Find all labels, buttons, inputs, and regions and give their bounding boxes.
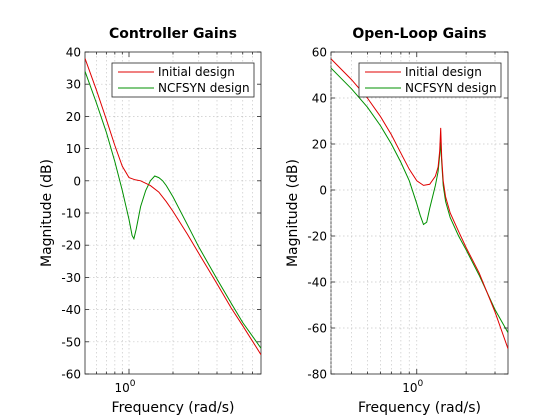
controller-gains-grid [85, 52, 261, 374]
open-loop-gains-ytick-label: -20 [307, 230, 327, 244]
controller-gains-ytick-label: -20 [61, 239, 81, 253]
controller-gains-ylabel: Magnitude (dB) [39, 159, 55, 267]
controller-gains-ytick-label: -30 [61, 271, 81, 285]
controller-gains-xtick-exp: 0 [130, 379, 136, 389]
controller-gains-ytick-label: 10 [66, 142, 81, 156]
controller-gains-title: Controller Gains [109, 26, 237, 42]
open-loop-gains-ylabel: Magnitude (dB) [285, 159, 301, 267]
controller-gains-legend-ncfsyn: NCFSYN design [158, 81, 250, 95]
controller-gains-ytick-label: -40 [61, 303, 81, 317]
open-loop-gains-ytick-label: 60 [312, 46, 327, 60]
controller-gains-xlabel: Frequency (rad/s) [112, 400, 235, 416]
open-loop-gains-xtick-exp: 0 [418, 379, 424, 389]
open-loop-gains-ytick-label: 40 [312, 92, 327, 106]
controller-gains-xtick-label: 100 [114, 379, 135, 395]
open-loop-gains-ytick-label: 20 [312, 138, 327, 152]
open-loop-gains-legend: Initial design NCFSYN design [358, 62, 502, 98]
controller-gains-ytick-label: 30 [66, 78, 81, 92]
open-loop-gains-xtick-base: 10 [402, 381, 417, 395]
controller-gains-xtick-base: 10 [114, 381, 129, 395]
open-loop-gains-initial-design-line [331, 58, 508, 349]
open-loop-gains-ytick-label: -80 [307, 368, 327, 382]
open-loop-gains-ytick-label: -40 [307, 276, 327, 290]
open-loop-gains-ytick-label: 0 [319, 184, 327, 198]
open-loop-gains-xtick-label: 100 [402, 379, 423, 395]
open-loop-gains-legend-box [358, 62, 502, 98]
controller-gains-legend-box [111, 62, 255, 98]
controller-gains-ytick-label: -10 [61, 207, 81, 221]
controller-gains-legend-initial: Initial design [158, 65, 235, 79]
controller-gains-ytick-label: 0 [73, 174, 81, 188]
open-loop-gains-ncfsyn-design-line [331, 67, 508, 333]
open-loop-gains-legend-initial: Initial design [405, 65, 482, 79]
controller-gains-legend: Initial design NCFSYN design [111, 62, 255, 98]
open-loop-gains-grid [330, 52, 508, 374]
controller-gains-ncfsyn-design-line [85, 71, 261, 349]
open-loop-gains-legend-ncfsyn: NCFSYN design [405, 81, 497, 95]
open-loop-gains-xlabel: Frequency (rad/s) [358, 400, 481, 416]
controller-gains-ytick-label: -60 [61, 368, 81, 382]
open-loop-gains-ytick-label: -60 [307, 322, 327, 336]
open-loop-gains-lines [331, 58, 508, 349]
controller-gains-initial-design-line [85, 58, 261, 355]
controller-gains-ytick-label: -50 [61, 335, 81, 349]
controller-gains-lines [85, 58, 261, 355]
controller-gains-ytick-label: 40 [66, 46, 81, 60]
open-loop-gains-title: Open-Loop Gains [352, 26, 486, 42]
controller-gains-ytick-label: 20 [66, 110, 81, 124]
